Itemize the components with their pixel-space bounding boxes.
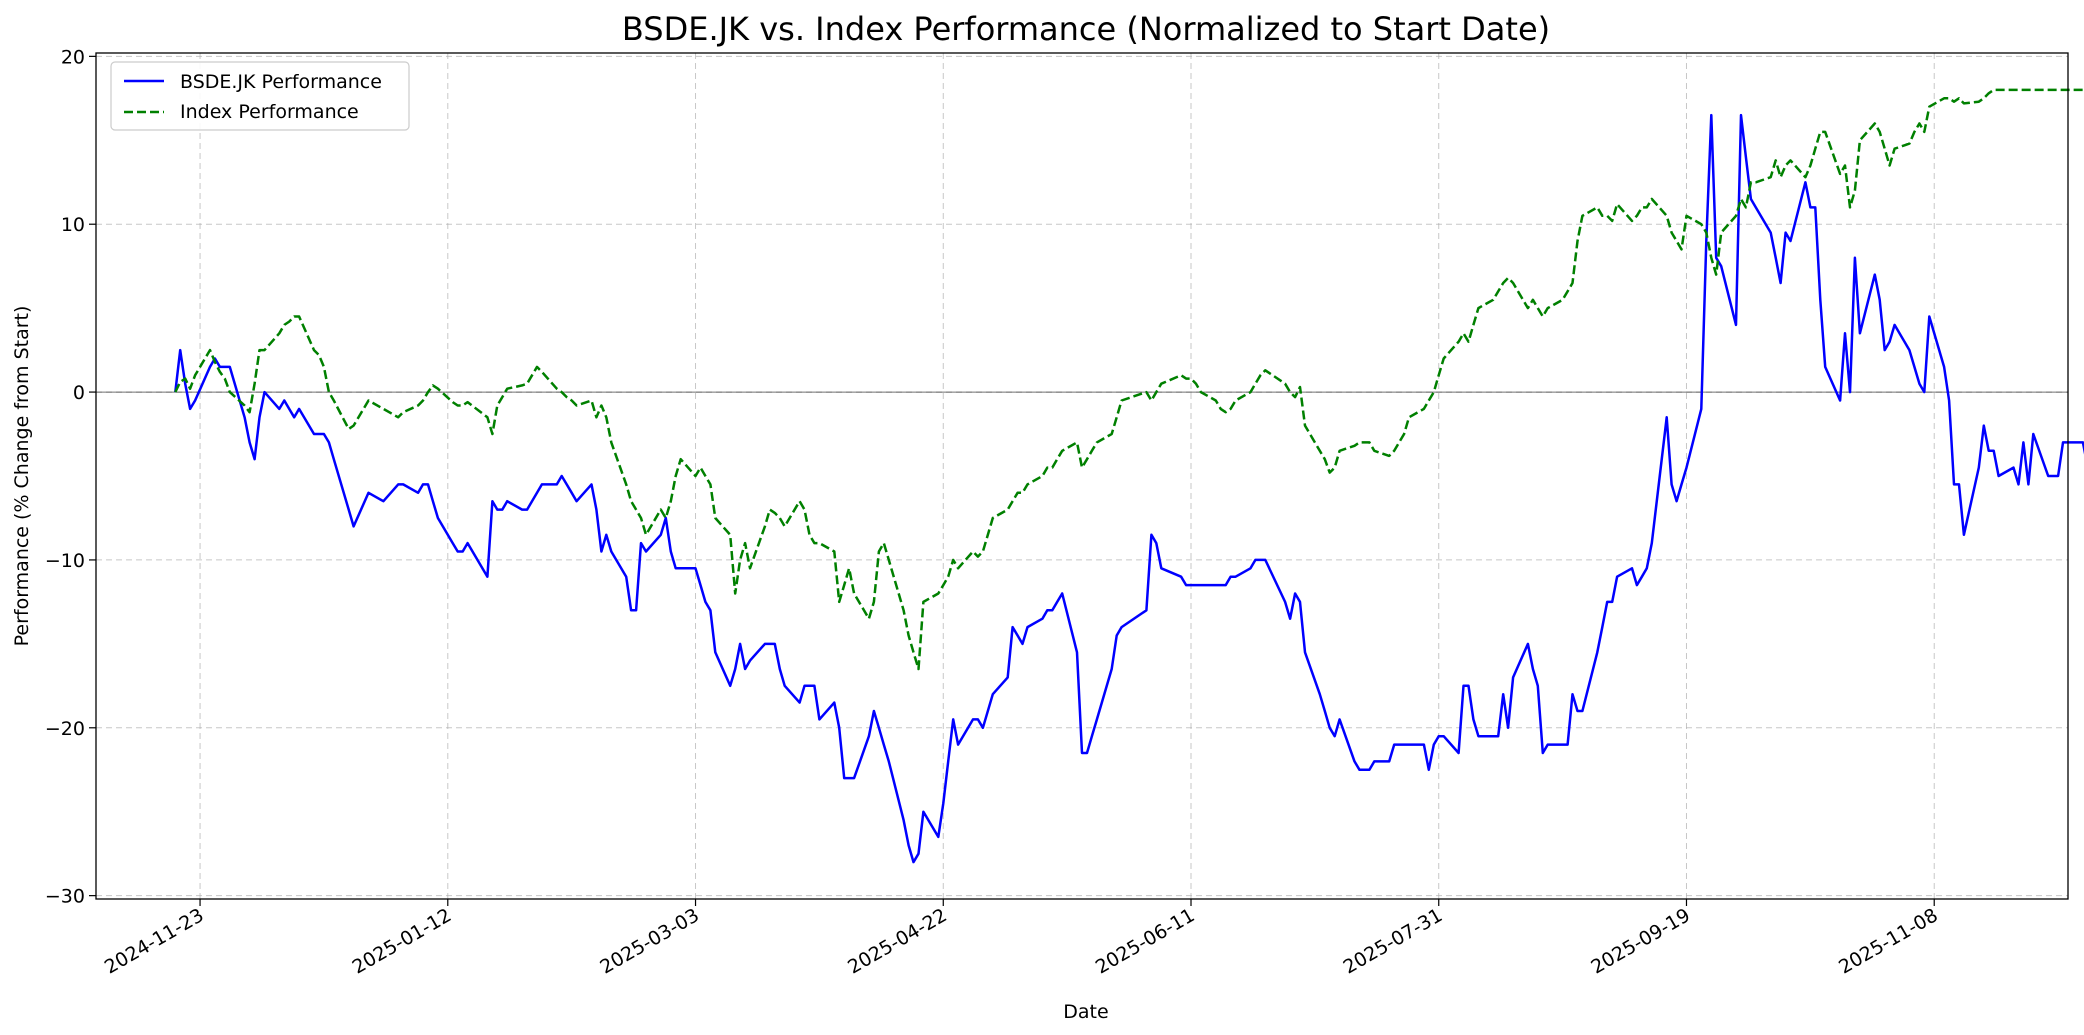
legend-label-index: Index Performance bbox=[180, 101, 359, 123]
x-axis-label: Date bbox=[1063, 1001, 1108, 1023]
y-axis: −30 −20 −10 0 10 20 bbox=[45, 46, 96, 908]
y-tick-label: 20 bbox=[61, 46, 85, 68]
y-tick-label: −20 bbox=[45, 718, 85, 740]
legend-label-bsde: BSDE.JK Performance bbox=[180, 71, 382, 93]
series-line-index bbox=[174, 88, 2084, 671]
legend: BSDE.JK Performance Index Performance bbox=[110, 61, 410, 131]
series-lines bbox=[174, 88, 2084, 864]
series-line-bsde bbox=[174, 113, 2084, 864]
chart-title: BSDE.JK vs. Index Performance (Normalize… bbox=[622, 10, 1550, 48]
y-axis-label: Performance (% Change from Start) bbox=[11, 306, 33, 647]
y-tick-label: −30 bbox=[45, 886, 85, 908]
y-tick-label: 0 bbox=[73, 382, 85, 404]
y-tick-label: 10 bbox=[61, 214, 85, 236]
y-tick-label: −10 bbox=[45, 550, 85, 572]
legend-box bbox=[110, 61, 410, 131]
plot-frame bbox=[95, 52, 2069, 900]
